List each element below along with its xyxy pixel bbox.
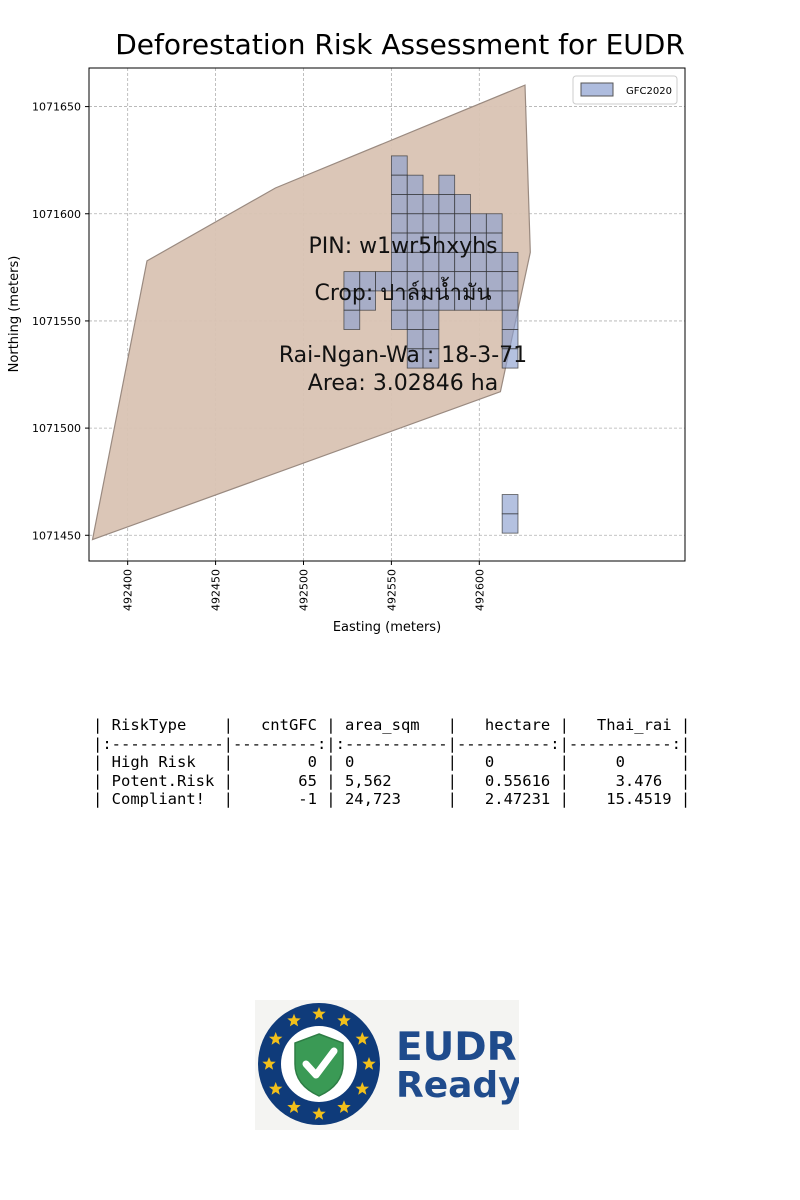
eu-stars: [262, 1007, 376, 1120]
table-header-row: | RiskType | cntGFC | area_sqm | hectare…: [93, 716, 691, 734]
gfc2020-cell: [343, 309, 361, 330]
y-tick-label: 1071550: [32, 315, 81, 328]
gfc2020-cell: [390, 155, 408, 176]
badge-text-eudr: EUDR: [396, 1025, 517, 1070]
plot-frame: [88, 67, 686, 562]
gfc2020-cell: [501, 348, 519, 369]
annotation-line: Crop: ปาล์มน้ำมัน: [315, 277, 492, 306]
gfc2020-cell: [438, 213, 456, 234]
eudr-ready-logo: EUDR Ready: [255, 1000, 522, 1130]
gfc2020-cell: [390, 174, 408, 195]
star-icon: [355, 1082, 369, 1095]
x-tick-label: 492400: [122, 569, 135, 611]
y-tick-label: 1071650: [32, 101, 81, 114]
gfc2020-cell: [501, 513, 519, 534]
gfc2020-cell: [501, 251, 519, 273]
star-icon: [262, 1057, 276, 1070]
chart-title: Deforestation Risk Assessment for EUDR: [115, 28, 685, 61]
annotation-line: Rai-Ngan-Wa : 18-3-71: [279, 343, 527, 368]
star-icon: [287, 1100, 301, 1113]
deforestation-map-chart: PIN: w1wr5hxyhs Crop: ปาล์มน้ำมัน Rai-Ngan…: [7, 67, 686, 635]
gfc2020-cell: [438, 174, 456, 195]
x-tick-label: 492500: [297, 569, 310, 611]
parcel-annotation: PIN: w1wr5hxyhs Crop: ปาล์มน้ำมัน Rai-Ngan…: [279, 234, 527, 396]
table-row-compliant: | Compliant! | -1 | 24,723 | 2.47231 | 1…: [93, 790, 691, 808]
star-icon: [337, 1100, 351, 1113]
x-tick-label: 492600: [473, 569, 486, 611]
legend-swatch: [580, 82, 614, 97]
gfc2020-cell: [470, 213, 487, 234]
star-icon: [362, 1057, 376, 1070]
checkmark-icon: [302, 1047, 338, 1079]
legend-entry-gfc2020: GFC2020: [626, 86, 672, 97]
x-tick-label: 492450: [210, 569, 223, 611]
x-axis-label: Easting (meters): [333, 620, 441, 635]
star-icon: [312, 1107, 326, 1120]
table-align-row: |:------------|---------:|:-----------|-…: [93, 734, 691, 753]
gfc2020-cell: [501, 290, 519, 311]
gfc2020-cell: [454, 194, 471, 215]
gfc2020-cell: [438, 194, 456, 215]
gfc2020-cell: [422, 194, 440, 215]
star-icon: [312, 1007, 326, 1020]
gfc2020-cell: [406, 213, 424, 234]
legend: GFC2020: [572, 75, 678, 105]
star-icon: [287, 1013, 301, 1027]
gfc2020-cell: [422, 348, 440, 369]
gfc2020-cell: [406, 309, 424, 330]
star-icon: [355, 1032, 369, 1045]
y-axis-label: Northing (meters): [7, 256, 22, 373]
gfc2020-cell: [422, 309, 440, 330]
y-tick-label: 1071450: [32, 529, 81, 542]
star-icon: [337, 1013, 351, 1027]
gfc2020-cell: [390, 194, 408, 215]
star-icon: [269, 1032, 283, 1045]
annotation-line: PIN: w1wr5hxyhs: [308, 234, 497, 259]
y-tick-label: 1071600: [32, 208, 81, 221]
parcel-layer: [91, 84, 531, 541]
gfc2020-cell: [406, 174, 424, 195]
gfc2020-cell: [501, 271, 519, 292]
table-row-high-risk: | High Risk | 0 | 0 | 0 | 0 |: [93, 753, 691, 771]
gfc2020-cells: [343, 155, 519, 534]
annotation-line: Area: 3.02846 ha: [308, 371, 498, 396]
risk-summary-table: | RiskType | cntGFC | area_sqm | hectare…: [93, 716, 690, 809]
x-tick-label: 492550: [385, 569, 398, 611]
gfc2020-cell: [422, 213, 440, 234]
gfc2020-cell: [454, 213, 471, 234]
y-tick-label: 1071500: [32, 422, 81, 435]
gfc2020-cell: [390, 309, 408, 330]
table-row-potent-risk: | Potent.Risk | 65 | 5,562 | 0.55616 | 3…: [93, 771, 691, 790]
axis-ticks: 492400 492450 492500 492550 492600 1071450 107…: [32, 101, 486, 611]
badge-text-ready: Ready: [396, 1065, 519, 1106]
star-icon: [269, 1082, 283, 1095]
gfc2020-cell: [485, 213, 503, 234]
gfc2020-cell: [406, 194, 424, 215]
gfc2020-cell: [501, 494, 519, 515]
gfc2020-cell: [359, 290, 376, 311]
gfc2020-cell: [390, 213, 408, 234]
gfc2020-cell: [501, 309, 519, 330]
parcel-polygon: [91, 84, 531, 541]
